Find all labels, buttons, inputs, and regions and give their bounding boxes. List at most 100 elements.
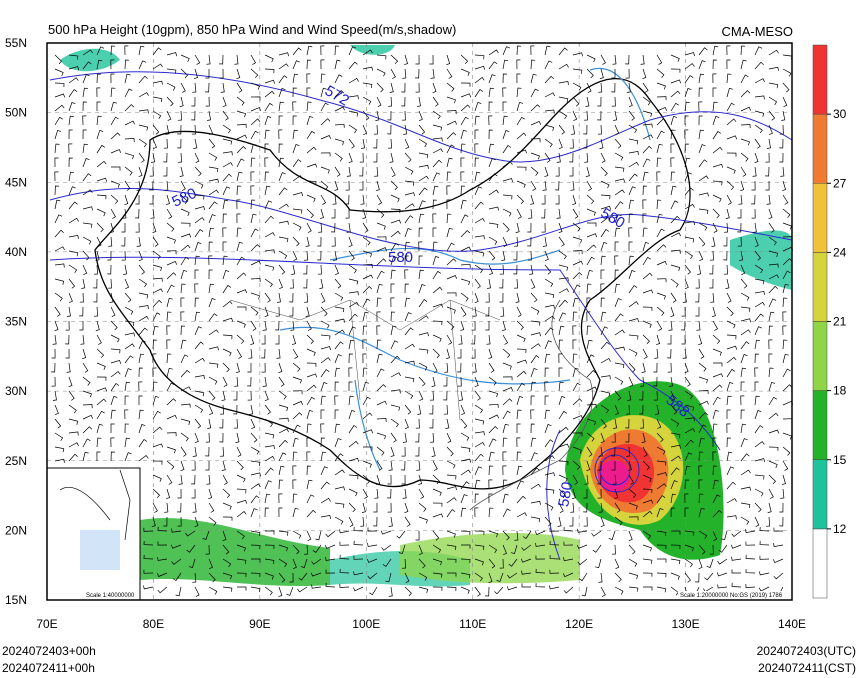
wind-barb [628,362,636,373]
wind-barb [726,498,737,504]
wind-barb [627,390,632,401]
wind-barb [348,381,353,391]
wind-barb [572,297,579,308]
wind-barb [698,493,704,504]
wind-barb [418,390,424,401]
wind-barb [653,362,658,373]
wind-barb [278,452,287,462]
wind-barb [502,208,512,217]
wind-barb [516,382,525,392]
wind-barb [759,526,770,532]
wind-barb [222,199,229,210]
wind-barb [110,409,116,420]
wind-barb [304,544,309,555]
wind-barb [754,353,759,364]
wind-barb [558,339,564,350]
wind-barb [613,418,618,429]
wind-barb [544,516,552,527]
wind-barb [782,432,792,440]
lon-label: 100E [352,617,380,631]
wind-barb [474,89,484,98]
wind-barb [236,96,245,106]
wind-barb [124,452,132,462]
footer-left: 2024072403+00h [2,644,96,658]
wind-barb [208,178,219,183]
wind-barb [768,446,779,451]
wind-barb [614,404,619,416]
wind-barb [194,206,206,211]
wind-barb [390,389,401,394]
wind-barb [222,138,233,145]
wind-barb [180,339,187,350]
wind-barb [152,47,162,56]
wind-barb [390,311,396,322]
wind-barb [278,236,289,243]
wind-barb [143,554,154,560]
wind-barb [655,404,660,415]
wind-barb [684,544,694,552]
wind-barb [278,157,285,168]
wind-barb [670,215,680,224]
wind-barb [600,216,611,224]
wind-barb [698,73,705,84]
wind-barb [418,474,423,485]
wind-barb [138,424,146,434]
wind-barb [759,555,770,560]
wind-barb [684,452,693,462]
colorbar-bin [812,44,828,115]
wind-barb [264,418,273,428]
wind-barb [348,138,355,149]
wind-barb [82,348,87,360]
wind-barb [698,236,706,247]
wind-barb [157,586,168,594]
wind-barb [535,583,546,588]
wind-barb [571,124,576,135]
wind-barb [474,157,479,168]
wind-barb [600,166,608,177]
wind-barb [348,302,359,308]
wind-barb [339,554,350,560]
wind-barb [353,555,364,560]
wind-barb [110,359,122,364]
wind-barb [207,110,212,121]
wind-barb [54,446,65,453]
wind-barb [93,278,98,289]
wind-barb [404,390,414,399]
wind-barb [334,90,345,98]
wind-barb [572,222,581,232]
wind-barb [670,68,681,73]
wind-barb [152,63,163,70]
wind-barb [600,255,606,266]
wind-barb [398,544,406,555]
wind-barb [544,250,549,262]
wind-barb [138,138,147,148]
wind-barb [716,572,728,577]
wind-barb [82,362,89,373]
wind-barb [488,61,498,70]
wind-barb [110,73,115,84]
wind-barb [754,78,765,84]
wind-barb [94,306,99,317]
wind-barb [544,502,554,511]
wind-barb [68,143,73,154]
wind-barb [315,530,322,541]
wind-barb [208,558,213,570]
wind-barb [180,194,188,205]
wind-barb [587,222,597,227]
wind-barb [348,278,359,285]
wind-barb [264,54,274,63]
wind-barb [754,278,765,285]
wind-barb [96,236,102,248]
wind-barb [628,530,633,542]
wind-barb [194,357,205,364]
wind-barb [541,208,546,219]
wind-barb [712,180,723,186]
wind-barb [402,558,407,569]
wind-barb [642,171,649,182]
wind-barb [376,446,385,456]
wind-barb [138,292,149,299]
wind-barb [656,260,667,266]
wind-barb [193,138,198,149]
wind-barb [558,47,568,56]
wind-barb [752,166,757,177]
